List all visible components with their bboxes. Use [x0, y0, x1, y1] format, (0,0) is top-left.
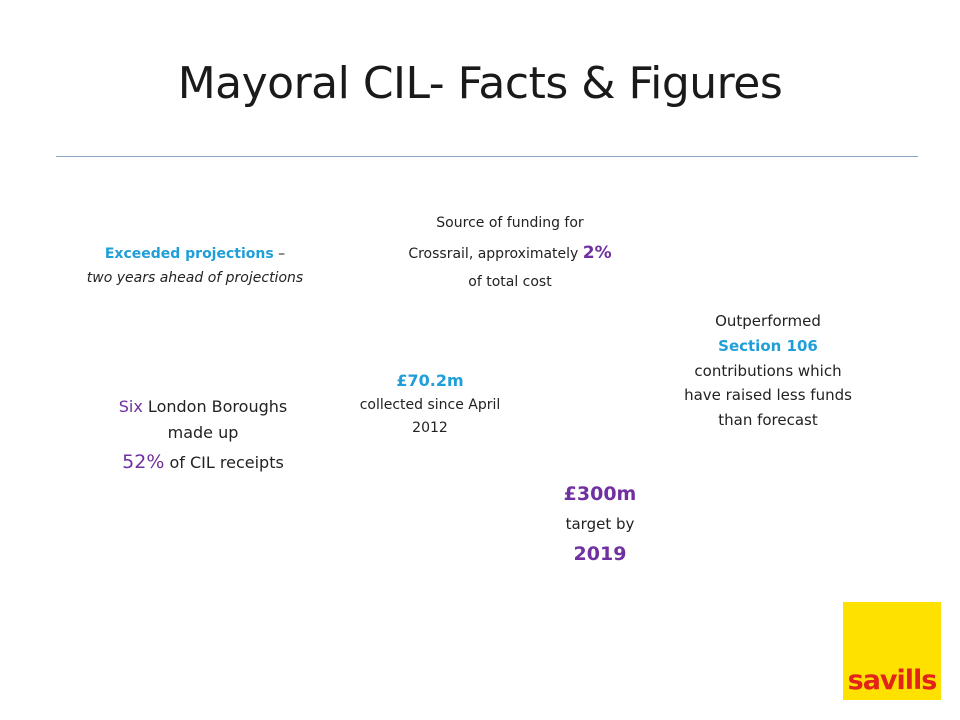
exceeded-highlight: Exceeded projections — [104, 246, 274, 262]
boroughs-text2: of CIL receipts — [164, 452, 284, 472]
exceeded-projections-block: Exceeded projections – two years ahead o… — [80, 243, 310, 291]
target-block: £300m target by 2019 — [520, 478, 680, 571]
boroughs-block: Six London Boroughs made up 52% of CIL r… — [118, 394, 288, 478]
section-106-block: Outperformed Section 106 contributions w… — [678, 309, 858, 433]
exceeded-detail: two years ahead of projections — [86, 269, 304, 286]
exceeded-dash: – — [273, 246, 286, 262]
section-106-highlight: Section 106 — [718, 336, 818, 355]
source-line1: Source of funding for — [436, 215, 584, 231]
collected-amount: £70.2m — [396, 371, 464, 390]
boroughs-percentage: 52% — [122, 450, 165, 473]
target-text: target by — [565, 515, 635, 534]
savills-logo-text: savills — [847, 665, 938, 696]
slide-title: Mayoral CIL- Facts & Figures — [177, 58, 783, 109]
source-line2: Crossrail, approximately — [408, 245, 583, 262]
savills-logo: savills — [843, 602, 941, 700]
outperformed-detail: contributions which have raised less fun… — [684, 361, 852, 430]
target-year: 2019 — [573, 542, 627, 565]
collected-detail: collected since April 2012 — [359, 397, 501, 437]
crossrail-funding-block: Source of funding for Crossrail, approxi… — [380, 210, 640, 295]
boroughs-text1: London Boroughs made up — [142, 397, 288, 443]
title-divider — [56, 156, 918, 157]
collected-block: £70.2m collected since April 2012 — [350, 368, 510, 441]
boroughs-six: Six — [118, 397, 143, 416]
source-line3: of total cost — [468, 273, 552, 290]
outperformed-pre: Outperformed — [715, 312, 821, 330]
source-percentage: 2% — [582, 242, 612, 263]
target-amount: £300m — [563, 483, 637, 505]
